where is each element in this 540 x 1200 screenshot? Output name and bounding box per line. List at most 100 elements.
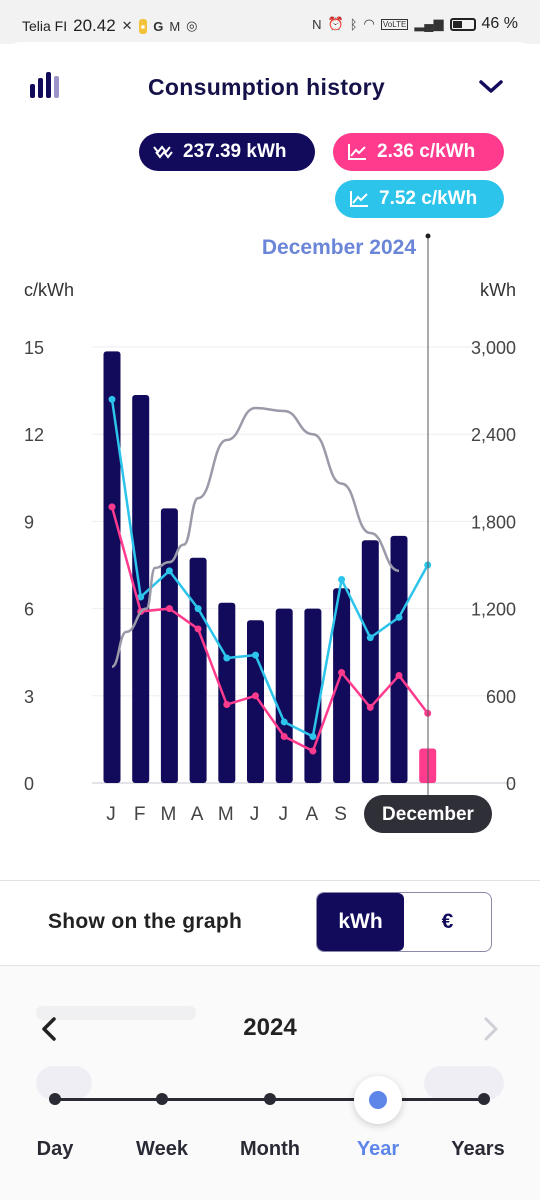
unit-option-euro[interactable]: € (441, 910, 454, 933)
graph-toggle-label: Show on the graph (48, 910, 243, 933)
selection-cursor-dot (425, 233, 431, 239)
wifi-icon: ◠ (363, 16, 375, 31)
right-axis-unit: kWh (480, 280, 516, 300)
slider-stop-week[interactable] (156, 1093, 168, 1105)
series-point (338, 576, 346, 584)
slider-thumb-year[interactable] (369, 1091, 387, 1109)
carrier-name: Telia FI (22, 18, 68, 34)
x-tick-label: J (250, 804, 260, 825)
missed-call-icon: ✕ (121, 18, 133, 33)
x-tick-label: A (191, 804, 204, 825)
electricity-price-badge[interactable]: 7.52 c/kWh (335, 180, 504, 218)
bar[interactable] (304, 608, 322, 783)
series-point (309, 747, 317, 755)
clock: 20.42 (73, 16, 116, 35)
left-axis-unit: c/kWh (24, 280, 74, 300)
bluetooth-icon: ᛒ (349, 16, 358, 32)
bar[interactable] (247, 620, 264, 783)
alarm-icon: ⏰ (327, 16, 344, 31)
line-chart-icon (348, 144, 366, 160)
left-tick-label: 6 (24, 600, 34, 620)
instagram-icon: ◎ (186, 18, 198, 33)
series-point (309, 732, 317, 740)
background-placeholder (36, 1066, 92, 1100)
selected-tooltip-label: December (382, 804, 474, 825)
bar[interactable] (390, 535, 408, 783)
spot-price-badge[interactable]: 2.36 c/kWh (333, 133, 504, 171)
bar[interactable] (361, 540, 379, 783)
period-selector-panel: 2024 Day Week Month Year Years (0, 965, 540, 1200)
bar-chart-icon (30, 72, 59, 98)
nfc-icon: N (312, 16, 322, 32)
right-tick-label: 1,200 (471, 600, 516, 620)
signal-icon: ▂▄▆ (414, 16, 444, 31)
bar[interactable] (160, 508, 178, 783)
bar[interactable] (275, 608, 293, 783)
x-tick-label: A (306, 804, 319, 825)
period-label-day[interactable]: Day (36, 1138, 74, 1160)
status-bar: Telia FI 20.42 ✕ ▪ G M ◎ N ⏰ ᛒ ◠ VoLTE ▂… (0, 0, 540, 44)
series-point (395, 671, 403, 679)
series-point (223, 701, 231, 709)
left-tick-label: 9 (24, 512, 34, 532)
series-point (338, 669, 346, 677)
series-point (252, 692, 259, 700)
period-label-week[interactable]: Week (136, 1138, 188, 1160)
right-tick-label: 600 (486, 687, 516, 707)
chart-bars (103, 351, 437, 783)
series-point (108, 503, 116, 511)
google-icon: G (153, 18, 164, 34)
series-point (223, 654, 231, 662)
x-tick-label: J (106, 804, 116, 825)
left-tick-label: 0 (24, 774, 34, 794)
bar[interactable] (103, 351, 121, 783)
chart-lines (108, 395, 432, 755)
page-title: Consumption history (148, 74, 385, 100)
left-tick-label: 12 (24, 425, 44, 445)
series-point (194, 625, 202, 633)
background-placeholder (36, 1006, 196, 1020)
period-label-year[interactable]: Year (356, 1138, 400, 1160)
bar[interactable] (189, 557, 207, 783)
right-tick-label: 1,800 (471, 512, 516, 532)
bar[interactable] (333, 588, 351, 783)
period-label-years[interactable]: Years (451, 1138, 505, 1160)
electricity-price-value: 7.52 c/kWh (379, 188, 478, 209)
chevron-right-icon[interactable] (478, 1014, 504, 1044)
unit-option-kwh[interactable]: kWh (317, 893, 404, 951)
x-tick-label: J (278, 804, 288, 825)
series-point (366, 634, 374, 642)
spot-price-value: 2.36 c/kWh (377, 141, 476, 162)
battery-icon (449, 17, 476, 31)
battery-level: 46 % (481, 15, 518, 32)
volte-icon: VoLTE (380, 18, 409, 30)
right-tick-label: 0 (506, 774, 516, 794)
x-tick-label: M (160, 804, 176, 825)
series-point (108, 395, 116, 403)
selected-year: 2024 (243, 1014, 297, 1041)
consumption-total-value: 237.39 kWh (183, 141, 287, 162)
chart-grid (92, 346, 512, 784)
series-line-grey (111, 406, 400, 668)
status-bar-right: N ⏰ ᛒ ◠ VoLTE ▂▄▆ 46 % (312, 15, 518, 33)
slider-stop-day[interactable] (49, 1093, 61, 1105)
slider-stop-month[interactable] (264, 1093, 276, 1105)
left-tick-label: 3 (24, 687, 34, 707)
series-line-cyan (110, 399, 429, 739)
chevron-down-icon[interactable] (476, 74, 506, 100)
unit-toggle[interactable]: kWh € (316, 892, 492, 952)
period-label-month[interactable]: Month (240, 1138, 300, 1160)
section-divider (0, 880, 540, 881)
consumption-total-badge[interactable]: 237.39 kWh (139, 133, 315, 171)
chevron-left-icon[interactable] (36, 1014, 62, 1044)
series-point (165, 567, 173, 575)
series-point (252, 651, 259, 659)
bar[interactable] (218, 602, 236, 783)
slider-stop-years[interactable] (478, 1093, 490, 1105)
series-point (194, 605, 202, 613)
series-point (395, 613, 403, 621)
gmail-icon: M (169, 18, 181, 34)
background-placeholder (424, 1066, 504, 1100)
